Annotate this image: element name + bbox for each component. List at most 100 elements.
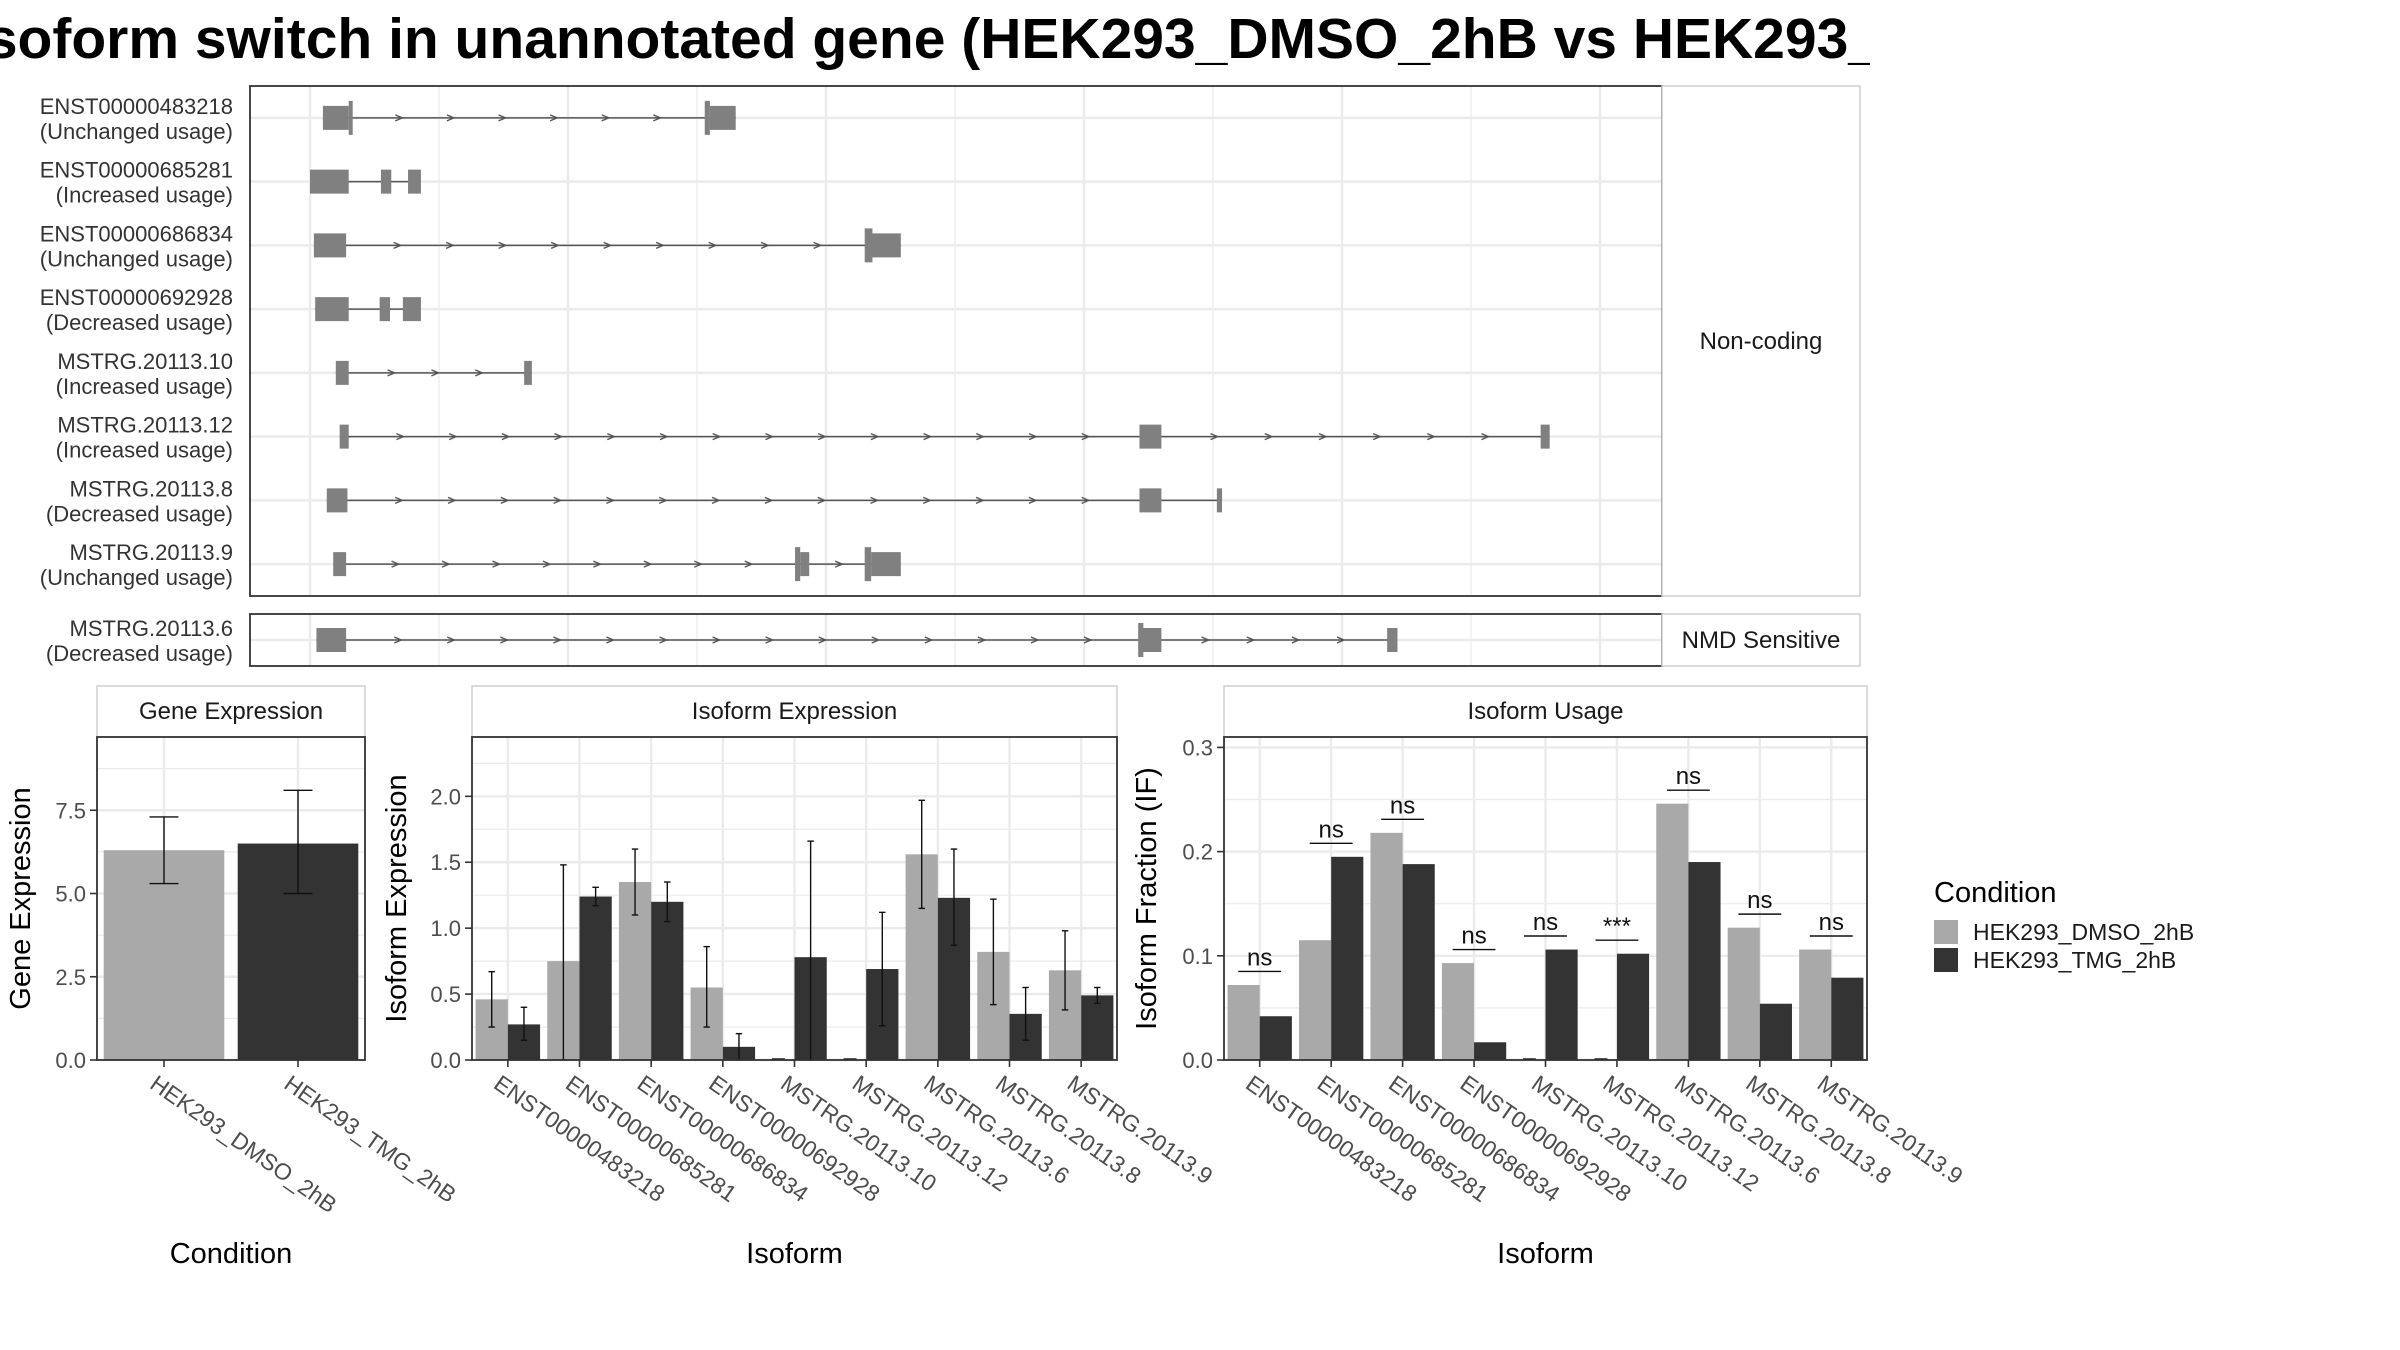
strand-arrow (542, 560, 552, 568)
exon-block-tall (864, 228, 873, 263)
significance-label: ns (1461, 923, 1486, 950)
y-tick-label: 0.0 (55, 1048, 86, 1073)
isoform-track: MSTRG.20113.10(Increased usage) (56, 349, 1662, 399)
strand-arrow (659, 636, 669, 644)
strand-arrow (1427, 432, 1437, 441)
strand-arrow (394, 496, 404, 505)
strand-arrow (606, 496, 616, 505)
panel-strip (471, 685, 1118, 738)
strand-arrow (492, 560, 502, 568)
bar (1727, 927, 1760, 1060)
strand-arrow (922, 496, 933, 505)
y-axis-title: Isoform Fraction (IF) (1131, 767, 1163, 1030)
x-axis-title: Condition (170, 1238, 293, 1270)
bar-panel-1: Isoform Expression0.00.51.01.52.0ENST000… (381, 685, 1218, 1270)
exon-block (333, 552, 347, 577)
strand-arrow (659, 432, 669, 441)
exon-block-tall (348, 100, 353, 135)
bar (1259, 1016, 1292, 1060)
strand-arrow (1081, 496, 1091, 505)
exon-block (326, 488, 348, 513)
significance-label: ns (1247, 944, 1272, 971)
bar (1331, 856, 1364, 1060)
y-tick-label: 0.2 (1182, 840, 1213, 865)
y-tick-label: 0.0 (1182, 1048, 1213, 1073)
strand-arrow (1291, 636, 1301, 644)
strand-arrow (870, 496, 880, 505)
strand-arrow (1028, 496, 1038, 505)
bar (1299, 940, 1332, 1060)
isoform-track: ENST00000692928(Decreased usage) (40, 285, 1662, 335)
isoform-id-label: MSTRG.20113.6 (70, 616, 233, 641)
strand-arrow (653, 114, 663, 122)
bar (103, 850, 225, 1060)
exon-block (335, 360, 349, 385)
strand-arrow (1264, 432, 1274, 441)
strand-arrow (475, 369, 485, 377)
isoform-track: MSTRG.20113.6(Decreased usage) (46, 616, 1662, 666)
bar (1370, 832, 1403, 1060)
strand-arrow (553, 496, 563, 505)
bar (1402, 864, 1435, 1060)
strand-arrow (813, 241, 823, 250)
panel-strip (1223, 685, 1868, 738)
strand-arrow (817, 432, 827, 441)
exon-block (316, 628, 347, 652)
strand-arrow (431, 369, 441, 377)
y-axis-title: Gene Expression (5, 787, 37, 1009)
bar (1831, 977, 1864, 1060)
strand-arrow (554, 432, 564, 441)
structure-panel-0: ENST00000483218(Unchanged usage)ENST0000… (40, 85, 1861, 597)
significance-label: ns (1747, 887, 1772, 914)
strand-arrow (393, 636, 403, 644)
exon-block (408, 169, 421, 194)
bar (1759, 1003, 1792, 1060)
strand-arrow (553, 636, 563, 644)
exon-block (315, 297, 349, 322)
significance-label: *** (1603, 913, 1631, 940)
strand-arrow (550, 241, 560, 250)
strand-arrow (1030, 636, 1040, 644)
strand-arrow (760, 241, 770, 250)
exon-block (1142, 628, 1162, 652)
exon-block-tall (795, 547, 801, 582)
bar (651, 901, 684, 1060)
strand-arrow (764, 496, 774, 505)
strand-arrow (834, 560, 844, 568)
exon-block (1216, 488, 1223, 513)
strand-arrow (871, 636, 881, 644)
y-tick-label: 0.1 (1182, 944, 1213, 969)
isoform-id-label: MSTRG.20113.8 (70, 476, 233, 501)
legend-title: Condition (1934, 877, 2057, 909)
isoform-usage-label: (Increased usage) (56, 374, 233, 399)
y-tick-label: 5.0 (55, 882, 86, 907)
strand-arrow (975, 496, 985, 505)
strand-arrow (1081, 432, 1091, 441)
strand-arrow (1336, 636, 1346, 644)
panel-strip (96, 685, 366, 738)
strand-arrow (387, 369, 397, 377)
isoform-usage-label: (Increased usage) (56, 183, 233, 208)
strand-arrow (606, 636, 616, 644)
isoform-usage-label: (Unchanged usage) (40, 565, 233, 590)
x-axis-title: Isoform (746, 1238, 843, 1270)
exon-block (1387, 628, 1398, 652)
significance-label: ns (1676, 763, 1701, 790)
strand-arrow (498, 241, 508, 250)
bar (1081, 995, 1114, 1060)
exon-block-tall (1138, 623, 1144, 657)
figure-title: Isoform switch in unannotated gene (HEK2… (0, 7, 1870, 71)
isoform-id-label: MSTRG.20113.10 (57, 349, 233, 374)
legend-swatch (1934, 920, 1958, 944)
exon-block (871, 233, 901, 258)
significance-label: ns (1533, 909, 1558, 936)
isoform-usage-label: (Unchanged usage) (40, 246, 233, 271)
strand-arrow (765, 432, 775, 441)
strand-arrow (448, 432, 458, 441)
structure-panel-1: MSTRG.20113.6(Decreased usage) NMD Sensit… (46, 613, 1861, 667)
exon-block (313, 233, 347, 258)
facet-strip-label: Non-coding (1700, 328, 1823, 355)
strand-arrow (1083, 636, 1093, 644)
isoform-track: ENST00000686834(Unchanged usage) (40, 221, 1662, 271)
